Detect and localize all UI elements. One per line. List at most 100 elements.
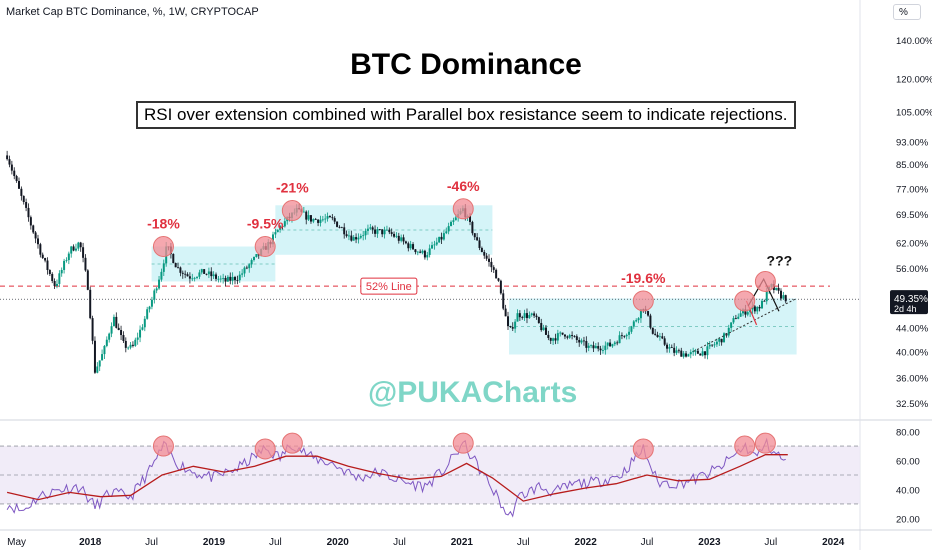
candle-body	[497, 278, 500, 281]
candle-body	[511, 327, 514, 329]
candle-body	[112, 316, 115, 327]
candle-body	[345, 234, 348, 237]
candle-body	[692, 351, 695, 353]
candle-body	[647, 311, 650, 316]
candle-body	[699, 353, 702, 356]
candle-body	[521, 317, 524, 318]
x-tick-label-9: 2022	[575, 537, 598, 548]
candle-body	[739, 313, 742, 317]
candle-body	[421, 250, 424, 253]
candle-body	[758, 306, 761, 309]
candle-body	[412, 244, 415, 250]
candle-body	[255, 254, 258, 257]
candle-body	[215, 274, 218, 279]
candle-body	[438, 236, 441, 243]
candle-body	[153, 290, 156, 300]
rsi-rejection-circle-3	[452, 432, 474, 454]
candle-body	[141, 327, 144, 330]
candle-body	[236, 280, 239, 282]
candle-body	[765, 291, 768, 302]
candle-body	[198, 272, 201, 277]
candle-body	[51, 274, 54, 282]
y-tick-label-11: 40.00%	[896, 347, 929, 358]
rsi-rejection-circle-1	[254, 438, 276, 460]
candle-body	[580, 340, 583, 343]
candle-body	[488, 258, 491, 262]
candle-body	[616, 342, 619, 344]
rejection-circle-2	[281, 200, 303, 222]
candle-body	[22, 195, 25, 203]
candle-body	[381, 229, 384, 235]
candle-body	[568, 335, 571, 338]
candle-body	[350, 235, 353, 241]
candle-body	[523, 313, 526, 318]
candle-body	[172, 253, 175, 264]
candle-body	[471, 221, 474, 234]
candle-body	[668, 347, 671, 349]
x-tick-label-0: May	[7, 537, 26, 548]
candle-body	[105, 339, 108, 346]
candle-body	[718, 338, 721, 342]
candle-body	[651, 327, 654, 334]
candle-body	[352, 237, 355, 241]
y-tick-label-4: 85.00%	[896, 160, 929, 171]
candle-body	[10, 164, 13, 171]
candle-body	[502, 293, 505, 309]
candle-body	[730, 322, 733, 328]
candle-body	[17, 180, 20, 189]
candle-body	[84, 257, 87, 271]
y-tick-label-1: 120.00%	[896, 74, 932, 85]
candle-body	[44, 258, 47, 261]
candle-body	[409, 244, 412, 249]
unit-button[interactable]: %	[893, 4, 921, 20]
candle-body	[67, 253, 70, 261]
candle-body	[160, 271, 163, 280]
candle-body	[357, 237, 360, 240]
candle-body	[492, 267, 495, 270]
candle-body	[506, 316, 509, 327]
candle-body	[98, 360, 101, 367]
candle-body	[395, 235, 398, 237]
candle-body	[575, 336, 578, 341]
candle-body	[623, 335, 626, 337]
rejection-label-2: -21%	[276, 180, 309, 196]
candle-body	[715, 341, 718, 345]
candle-body	[689, 352, 692, 355]
candle-body	[96, 366, 99, 373]
candle-body	[248, 264, 251, 269]
candle-body	[578, 340, 581, 343]
candle-body	[186, 274, 189, 277]
candle-body	[478, 240, 481, 248]
candle-body	[656, 334, 659, 338]
candle-body	[402, 237, 405, 242]
candle-body	[120, 330, 123, 336]
candle-body	[8, 159, 11, 165]
candle-body	[89, 289, 92, 319]
candle-body	[528, 315, 531, 319]
candle-body	[231, 277, 234, 281]
candle-body	[673, 347, 676, 353]
candle-body	[490, 261, 493, 268]
candle-body	[556, 333, 559, 341]
candle-body	[162, 263, 165, 272]
rsi-y-tick-label-1: 60.00	[896, 457, 920, 468]
candle-body	[585, 341, 588, 348]
candle-body	[563, 334, 566, 337]
candle-body	[388, 229, 391, 233]
chart-subtitle: RSI over extension combined with Paralle…	[136, 101, 796, 129]
candle-body	[775, 287, 778, 291]
candle-body	[274, 232, 277, 235]
candle-body	[397, 235, 400, 241]
candle-body	[516, 313, 519, 322]
rejection-label-6: ???	[767, 252, 793, 268]
candle-body	[131, 344, 134, 346]
candle-body	[309, 215, 312, 222]
candle-body	[252, 256, 255, 261]
candle-body	[419, 251, 422, 253]
candle-body	[124, 340, 127, 348]
rsi-y-tick-label-2: 40.00	[896, 485, 920, 496]
candle-body	[582, 340, 585, 342]
y-tick-label-2: 105.00%	[896, 108, 932, 119]
